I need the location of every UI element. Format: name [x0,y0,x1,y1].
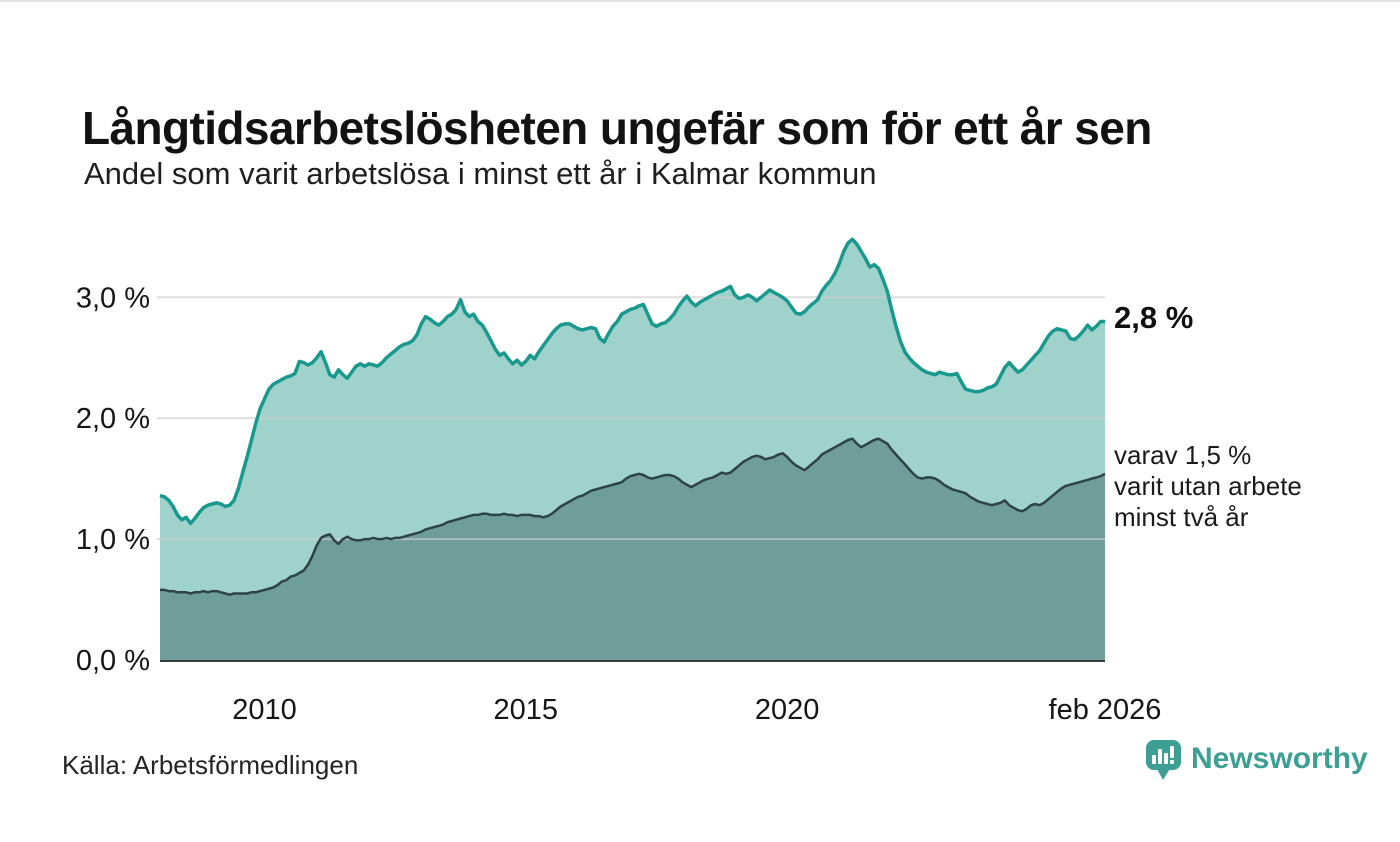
latest-value-secondary-label: varav 1,5 % varit utan arbete minst två … [1114,440,1302,532]
newsworthy-bubble-chart-icon [1146,740,1181,780]
x-tick-label: feb 2026 [1049,694,1162,726]
y-tick-label: 3,0 % [76,282,150,314]
newsworthy-wordmark: Newsworthy [1191,742,1368,775]
newsworthy-logo: Newsworthy [1146,740,1368,781]
x-axis-labels: 2010 2015 2020 feb 2026 [232,694,1161,726]
y-tick-label: 1,0 % [76,524,150,556]
chart-title: Långtidsarbetslösheten ungefär som för e… [82,101,1152,154]
x-tick-label: 2020 [755,694,820,726]
y-tick-label: 0,0 % [76,645,150,677]
line-min-one-year [159,237,1105,526]
y-tick-label: 2,0 % [76,403,150,435]
area-fill-min-two-years [160,438,1105,660]
latest-value-primary-label: 2,8 % [1114,300,1194,335]
gridlines [157,296,1105,541]
source-caption: Källa: Arbetsförmedlingen [62,750,359,780]
line-min-two-years [160,437,1106,596]
x-tick-label: 2010 [232,694,297,726]
x-tick-label: 2015 [494,694,559,726]
y-axis-labels: 0,0 % 1,0 % 2,0 % 3,0 % [76,282,150,677]
chart-subtitle: Andel som varit arbetslösa i minst ett å… [84,156,877,191]
